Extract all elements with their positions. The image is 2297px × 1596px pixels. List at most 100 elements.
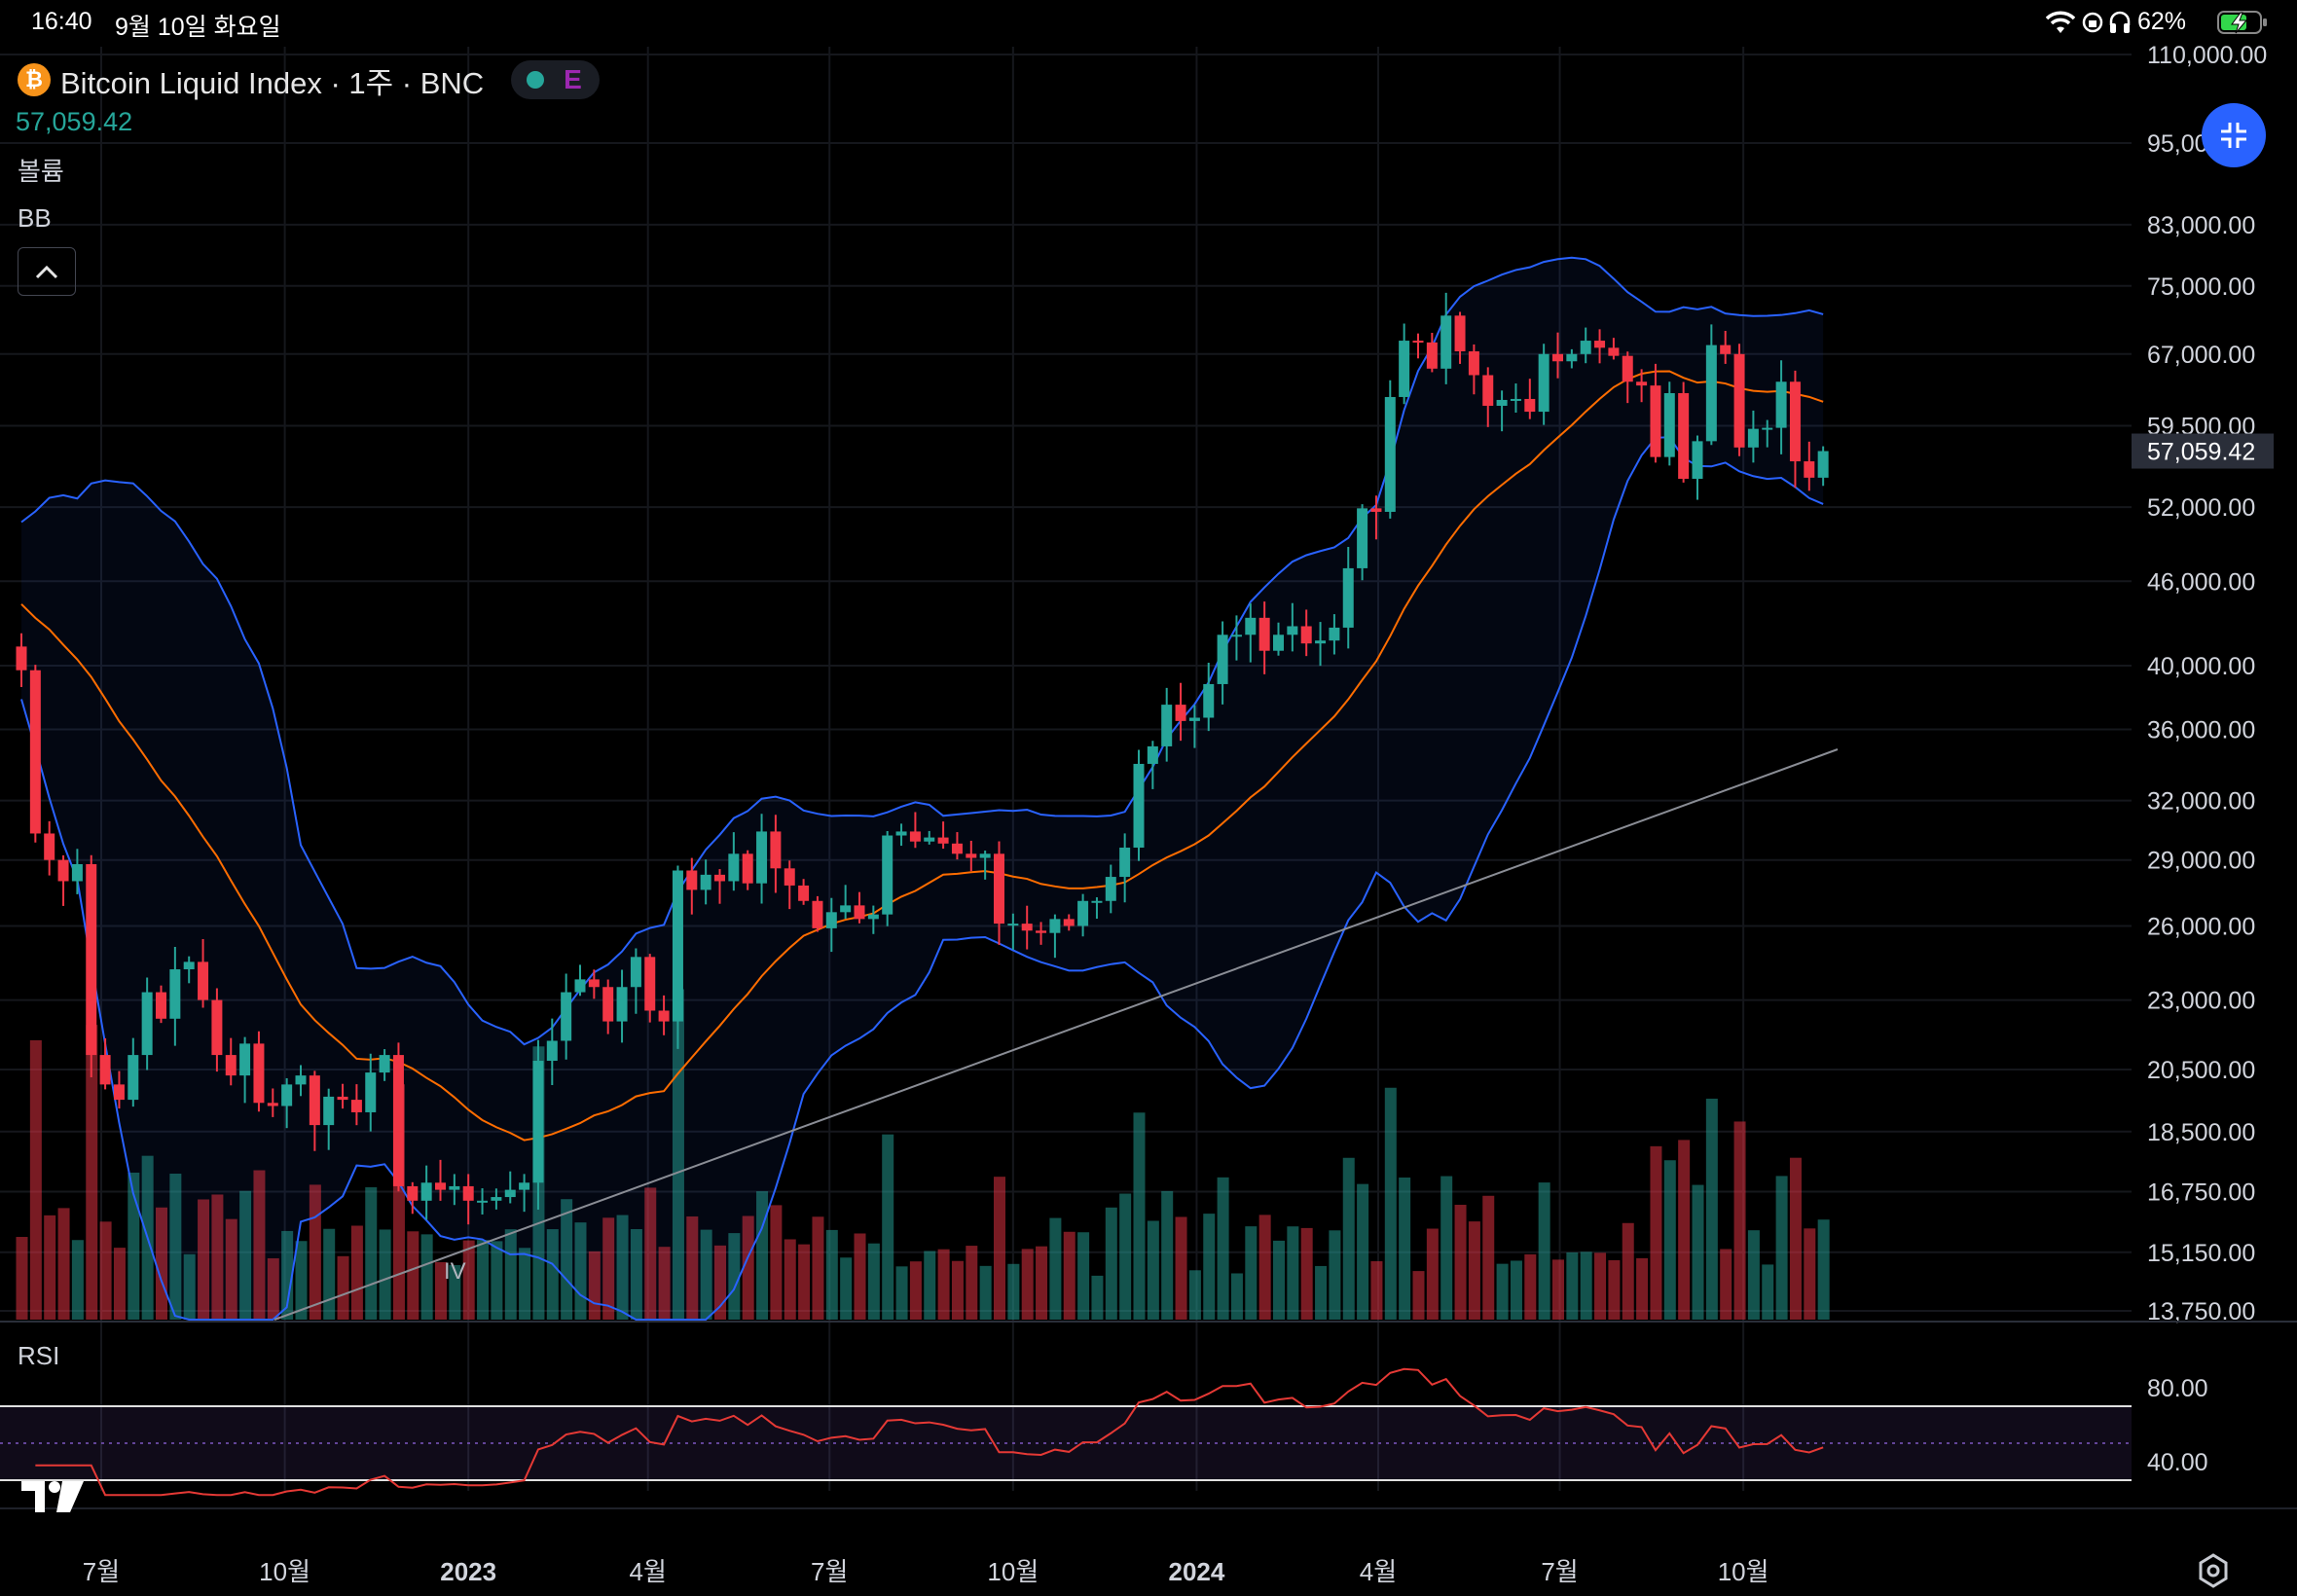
candle[interactable]: [895, 823, 907, 847]
candle[interactable]: [1105, 864, 1116, 914]
candle[interactable]: [561, 973, 572, 1060]
candle[interactable]: [156, 985, 166, 1024]
candle[interactable]: [798, 879, 810, 905]
candle[interactable]: [99, 1037, 111, 1090]
candle[interactable]: [1705, 324, 1717, 446]
candle[interactable]: [1454, 311, 1466, 364]
status-badges[interactable]: E: [511, 60, 600, 99]
candle[interactable]: [29, 665, 41, 843]
candle[interactable]: [1678, 381, 1690, 483]
candle[interactable]: [198, 938, 209, 1008]
candle[interactable]: [225, 1037, 237, 1086]
candle[interactable]: [1245, 603, 1257, 663]
candle[interactable]: [686, 857, 698, 915]
candle[interactable]: [71, 849, 83, 894]
candle[interactable]: [1021, 905, 1033, 950]
candle[interactable]: [1622, 351, 1633, 404]
candle[interactable]: [1175, 682, 1186, 742]
candle[interactable]: [504, 1171, 516, 1204]
candle[interactable]: [1733, 344, 1745, 456]
candle[interactable]: [602, 979, 614, 1034]
candle[interactable]: [1510, 383, 1521, 414]
candle[interactable]: [616, 969, 628, 1043]
candle[interactable]: [57, 854, 69, 906]
candle[interactable]: [1007, 913, 1019, 950]
candle[interactable]: [825, 897, 837, 953]
candle[interactable]: [1399, 323, 1410, 405]
candle[interactable]: [477, 1188, 489, 1215]
candle[interactable]: [491, 1188, 502, 1210]
candle[interactable]: [966, 840, 977, 872]
candle[interactable]: [449, 1174, 460, 1206]
candle[interactable]: [1161, 687, 1173, 762]
candle[interactable]: [937, 821, 949, 850]
candle[interactable]: [728, 832, 740, 891]
candle[interactable]: [1775, 360, 1787, 454]
candle[interactable]: [350, 1084, 362, 1126]
candle[interactable]: [1692, 435, 1703, 500]
candle[interactable]: [1230, 615, 1242, 661]
candle[interactable]: [1663, 381, 1675, 466]
symbol-title[interactable]: Bitcoin Liquid Index · 1주 · BNC: [60, 65, 485, 100]
candle[interactable]: [1147, 741, 1158, 789]
volume-indicator-label[interactable]: 볼륨: [18, 157, 64, 186]
candle[interactable]: [365, 1053, 377, 1132]
candle[interactable]: [1552, 332, 1563, 379]
candle[interactable]: [1329, 614, 1340, 655]
candle[interactable]: [784, 860, 795, 910]
bb-indicator-label[interactable]: BB: [18, 203, 52, 233]
candle[interactable]: [1524, 379, 1536, 419]
exit-fullscreen-button[interactable]: [2202, 103, 2266, 167]
candle[interactable]: [1384, 380, 1396, 519]
candle[interactable]: [169, 946, 181, 1046]
candle[interactable]: [1217, 621, 1228, 705]
candle[interactable]: [1720, 331, 1732, 364]
candle[interactable]: [882, 831, 893, 926]
candle[interactable]: [630, 948, 641, 1014]
earnings-badge[interactable]: E: [564, 64, 582, 94]
candle[interactable]: [951, 832, 963, 860]
candle[interactable]: [128, 1037, 139, 1107]
candle[interactable]: [644, 954, 656, 1023]
candle[interactable]: [435, 1159, 446, 1201]
candle[interactable]: [519, 1174, 530, 1213]
candle[interactable]: [867, 905, 879, 934]
candle[interactable]: [979, 851, 991, 880]
candle[interactable]: [1650, 363, 1661, 463]
candle[interactable]: [379, 1049, 390, 1081]
candle[interactable]: [462, 1174, 474, 1225]
candle[interactable]: [295, 1065, 307, 1097]
candle[interactable]: [239, 1036, 251, 1104]
candle[interactable]: [1133, 749, 1145, 861]
candle[interactable]: [1077, 893, 1089, 937]
candle[interactable]: [1440, 292, 1452, 384]
candle[interactable]: [1496, 390, 1508, 432]
candle[interactable]: [532, 1039, 544, 1211]
candle[interactable]: [407, 1181, 419, 1215]
candle[interactable]: [309, 1070, 320, 1151]
candle[interactable]: [211, 988, 223, 1072]
candle[interactable]: [1608, 338, 1620, 360]
candle[interactable]: [113, 1070, 125, 1109]
candle[interactable]: [1789, 370, 1801, 489]
candle[interactable]: [1203, 662, 1215, 732]
candle[interactable]: [840, 885, 852, 920]
candle[interactable]: [1762, 419, 1773, 448]
candle[interactable]: [1342, 547, 1354, 649]
candle[interactable]: [1063, 914, 1075, 931]
rsi-indicator-label[interactable]: RSI: [18, 1341, 60, 1370]
candle[interactable]: [392, 1042, 404, 1192]
candle[interactable]: [1049, 914, 1061, 959]
candle[interactable]: [909, 812, 921, 849]
candle[interactable]: [854, 891, 865, 924]
candle[interactable]: [253, 1031, 265, 1112]
candle[interactable]: [1119, 833, 1131, 903]
symbol-legend[interactable]: ₿ Bitcoin Liquid Index · 1주 · BNC E: [18, 58, 600, 101]
candle[interactable]: [1636, 369, 1648, 403]
candle[interactable]: [756, 814, 768, 904]
candle[interactable]: [994, 841, 1004, 945]
candle[interactable]: [16, 633, 27, 687]
candle[interactable]: [1594, 329, 1606, 364]
candle[interactable]: [281, 1077, 293, 1129]
candle[interactable]: [337, 1083, 348, 1109]
